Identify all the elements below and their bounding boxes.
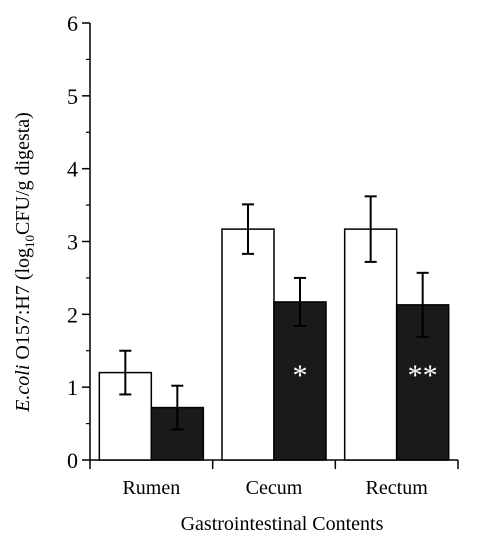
- y-tick-label-5: 5: [67, 84, 78, 109]
- x-axis-title: Gastrointestinal Contents: [181, 513, 384, 535]
- x-label-cecum: Cecum: [246, 477, 303, 499]
- y-axis: 0 1 2 3 4 5 6: [67, 11, 91, 473]
- bar-cecum-s2: [273, 301, 327, 461]
- error-bars: [119, 195, 429, 431]
- bar-rectum-s1: [343, 228, 398, 461]
- y-axis-title-main: O157:H7 (log: [12, 248, 34, 365]
- significance-marks: * **: [293, 359, 438, 392]
- significance-cecum: *: [293, 359, 308, 392]
- bars: [98, 228, 450, 461]
- y-tick-label-2: 2: [67, 302, 78, 327]
- significance-rectum: **: [408, 359, 438, 392]
- y-axis-title: E.coli O157:H7 (log10CFU/g digesta): [12, 112, 37, 413]
- y-tick-label-0: 0: [67, 448, 78, 473]
- y-axis-title-sub: 10: [22, 235, 37, 248]
- y-tick-label-3: 3: [67, 230, 78, 255]
- y-axis-title-tail: CFU/g digesta): [12, 112, 34, 235]
- y-axis-title-italic: E.coli: [12, 365, 34, 413]
- y-tick-label-4: 4: [67, 157, 78, 182]
- x-label-rumen: Rumen: [122, 477, 180, 499]
- x-axis: Rumen Cecum Rectum: [89, 459, 459, 499]
- bar-cecum-s1: [221, 228, 275, 461]
- y-tick-label-1: 1: [67, 375, 78, 400]
- y-tick-label-6: 6: [67, 11, 78, 36]
- x-label-rectum: Rectum: [366, 477, 429, 499]
